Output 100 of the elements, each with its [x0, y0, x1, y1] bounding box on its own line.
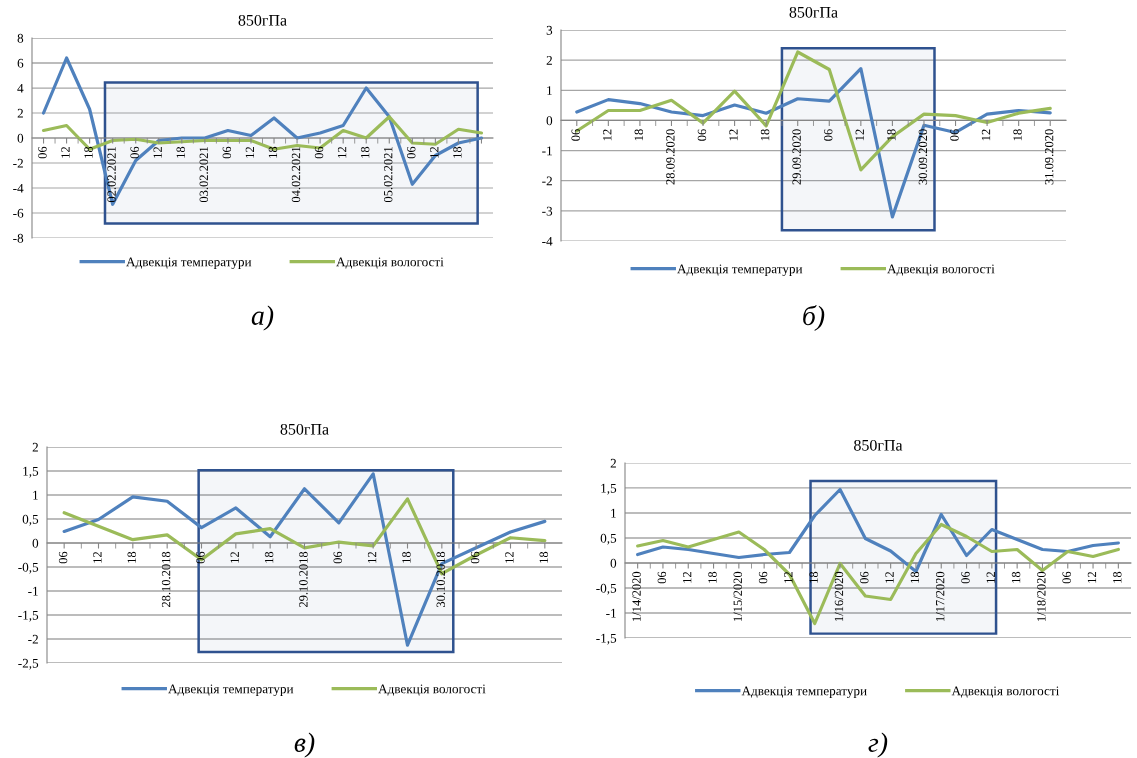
x-tick-label: 18 — [809, 571, 818, 583]
x-tick-label: 06 — [823, 129, 833, 141]
x-tick-label: 28.10.2018 — [161, 551, 171, 608]
legend-label: Адвекція температури — [677, 264, 803, 277]
legend-label: Адвекція вологості — [887, 264, 995, 276]
text: в) — [294, 732, 315, 758]
x-tick-label: 12 — [682, 572, 692, 583]
y-tick-label: 2 — [546, 55, 552, 65]
x-tick-label: 18 — [708, 571, 717, 583]
y-tick-label: 0,5 — [600, 533, 617, 545]
x-tick-label: 06 — [1062, 571, 1071, 584]
x-tick-label: 06 — [407, 146, 416, 159]
x-tick-label: 18 — [127, 551, 136, 563]
y-tick-label: -1,5 — [596, 633, 617, 645]
y-tick-label: -2 — [28, 634, 38, 644]
y-tick-label: -1,5 — [18, 610, 39, 622]
x-tick-label: 1/15/2020 — [733, 571, 742, 621]
x-tick-label: 29.10.2018 — [299, 551, 308, 608]
y-tick-label: 1,5 — [601, 483, 617, 495]
x-tick-label: 18 — [360, 146, 370, 158]
x-tick-label: 18 — [910, 571, 920, 583]
x-tick-label: 28.09.2020 — [666, 129, 675, 185]
x-tick-label: 1/16/2020 — [834, 571, 844, 621]
x-tick-label: 06 — [961, 571, 970, 584]
y-tick-label: -0,5 — [596, 583, 617, 595]
y-tick-label: 3 — [546, 25, 553, 35]
x-tick-label: 12 — [337, 147, 347, 158]
x-tick-label: 12 — [505, 552, 514, 563]
x-tick-label: 06 — [130, 146, 139, 159]
x-tick-label: 06 — [860, 571, 869, 584]
text: б) — [803, 305, 825, 331]
y-tick-label: 2 — [32, 442, 38, 452]
x-tick-label: 18 — [887, 129, 896, 141]
x-tick-label: 18 — [84, 146, 93, 158]
x-tick-label: 18 — [1011, 571, 1021, 583]
x-tick-label: 06 — [58, 551, 68, 564]
text: а) — [251, 305, 274, 331]
text: г) — [868, 732, 888, 758]
x-tick-label: 18 — [264, 551, 274, 563]
x-tick-label: 18 — [268, 146, 278, 158]
x-tick-label: 04.02.2021 — [291, 147, 301, 203]
y-tick-label: 0 — [17, 133, 24, 143]
y-tick-label: 1,5 — [23, 466, 39, 478]
y-tick-label: -2,5 — [18, 658, 39, 670]
y-tick-label: -1 — [28, 586, 38, 596]
x-tick-label: 30.09.2020 — [918, 129, 928, 185]
x-tick-label: 06 — [38, 146, 47, 159]
y-tick-label: -0,5 — [18, 562, 39, 574]
x-tick-label: 18 — [1013, 129, 1022, 141]
x-tick-label: 1/18/2020 — [1037, 571, 1046, 621]
y-tick-label: 6 — [17, 58, 24, 68]
x-tick-label: 06 — [470, 551, 480, 564]
x-tick-label: 12 — [603, 129, 612, 141]
legend-label: Адвекція вологості — [336, 257, 444, 269]
y-tick-label: 0 — [546, 116, 553, 126]
y-tick-label: 2 — [610, 458, 616, 468]
chart-title: 850гПа — [789, 6, 838, 18]
x-tick-label: 12 — [367, 552, 377, 563]
x-tick-label: 05.02.2021 — [383, 147, 393, 203]
x-tick-label: 18 — [453, 146, 462, 158]
legend-label: Адвекція вологості — [378, 684, 486, 696]
x-tick-label: 31.09.2020 — [1044, 129, 1054, 185]
x-tick-label: 06 — [950, 129, 959, 141]
x-tick-label: 18 — [760, 129, 770, 141]
x-tick-label: 06 — [314, 146, 324, 159]
x-tick-label: 30.10.2018 — [436, 551, 446, 607]
y-tick-label: 1 — [611, 508, 616, 518]
y-tick-label: 1 — [33, 490, 38, 500]
legend-label: Адвекція температури — [741, 686, 867, 699]
y-tick-label: 1 — [547, 86, 552, 95]
x-tick-label: 12 — [729, 129, 738, 141]
x-tick-label: 12 — [245, 147, 254, 158]
x-tick-label: 02.02.2021 — [107, 147, 116, 203]
x-tick-label: 06 — [657, 571, 667, 584]
x-tick-label: 06 — [697, 129, 707, 141]
legend-label: Адвекція вологості — [951, 686, 1060, 698]
chart-title: 850гПа — [238, 14, 287, 26]
x-tick-label: 12 — [430, 147, 439, 158]
x-tick-label: 29.09.2020 — [792, 129, 801, 185]
x-tick-label: 1/17/2020 — [935, 571, 945, 621]
x-tick-label: 06 — [333, 551, 342, 564]
x-tick-label: 03.02.2021 — [199, 147, 209, 203]
y-tick-label: -1 — [542, 146, 552, 156]
y-tick-label: -4 — [542, 236, 553, 246]
x-tick-label: 12 — [855, 129, 864, 141]
x-tick-label: 12 — [885, 572, 894, 583]
x-tick-label: 06 — [222, 146, 232, 159]
x-tick-label: 06 — [196, 551, 205, 564]
y-tick-label: 0 — [32, 538, 39, 548]
y-tick-label: -2 — [13, 158, 23, 168]
x-tick-label: 18 — [176, 146, 185, 158]
y-tick-label: 8 — [17, 33, 24, 43]
legend-label: Адвекція температури — [168, 684, 294, 697]
y-tick-label: 0 — [610, 558, 617, 568]
x-tick-label: 12 — [784, 572, 793, 583]
chart-title: 850гПа — [854, 439, 903, 451]
y-tick-label: -8 — [13, 233, 24, 243]
chart-title: 850гПа — [280, 423, 329, 435]
x-tick-label: 12 — [230, 552, 239, 563]
x-tick-label: 18 — [402, 551, 411, 563]
